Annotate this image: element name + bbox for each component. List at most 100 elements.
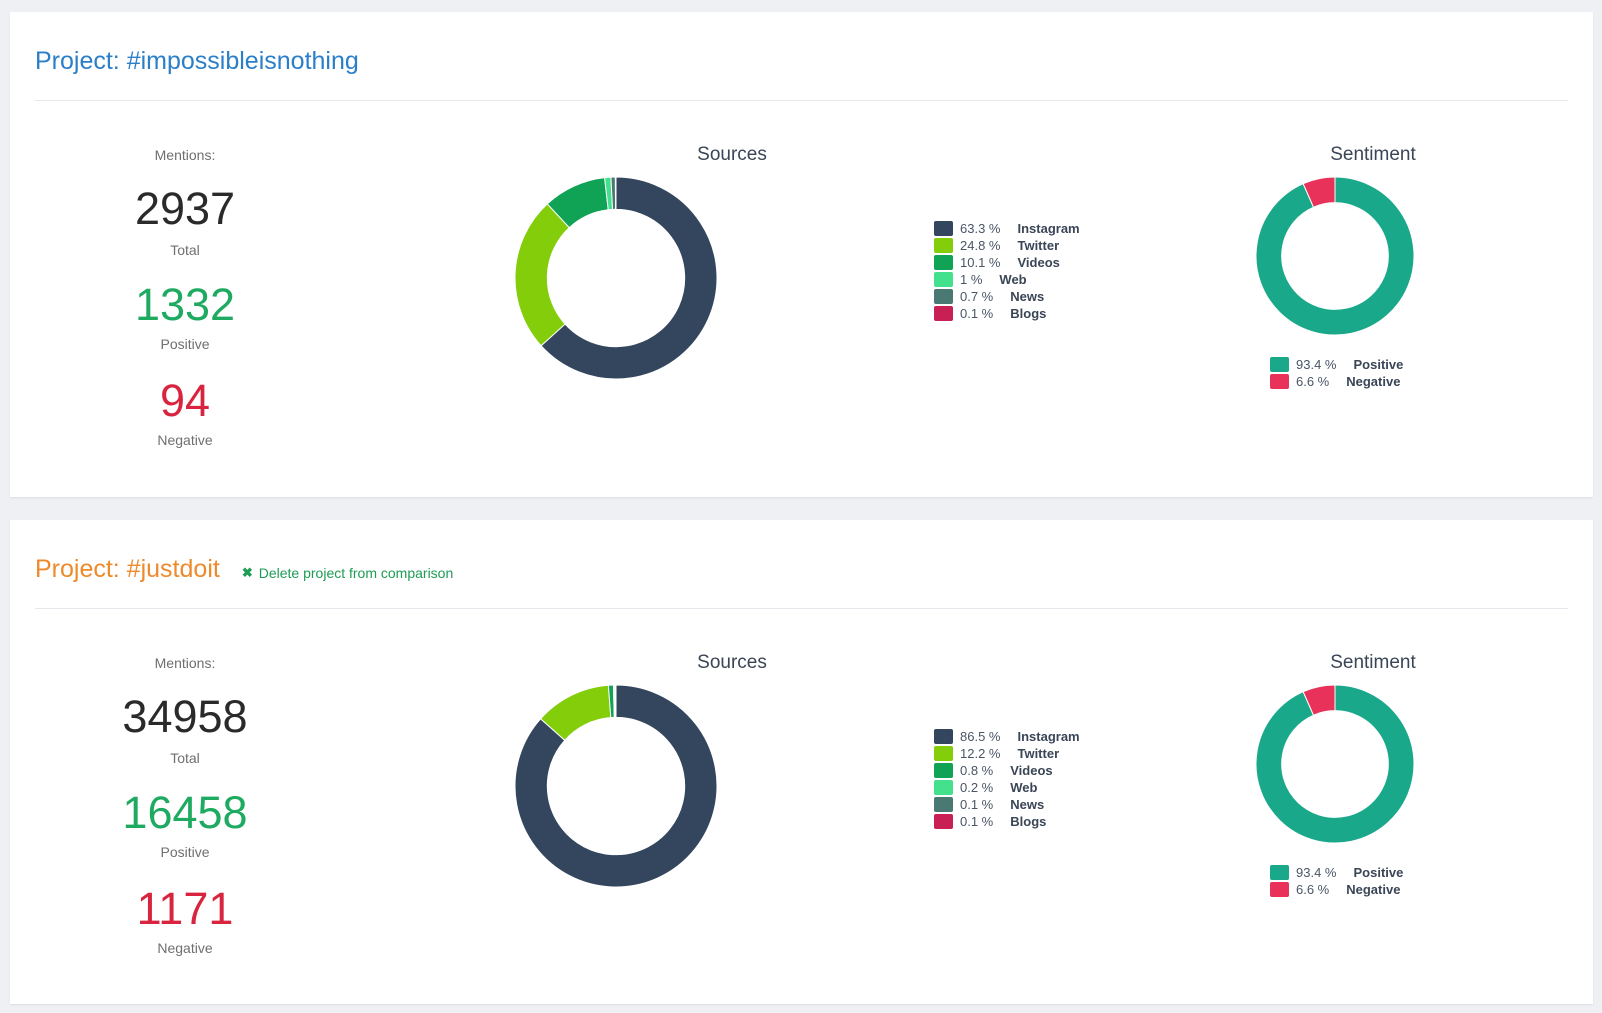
sources-legend: 63.3 % Instagram 24.8 % Twitter 10.1 % Videos… (934, 220, 1080, 322)
legend-percent: 0.1 % (960, 814, 994, 829)
legend-percent: 6.6 % (1296, 374, 1330, 389)
total-label: Total (170, 750, 200, 766)
donut-slice-twitter[interactable] (514, 203, 571, 347)
sentiment-donut-chart[interactable] (1255, 684, 1415, 844)
sentiment-chart-title: Sentiment (1330, 144, 1416, 165)
sources-chart-title: Sources (697, 652, 767, 673)
divider (35, 100, 1568, 101)
legend-swatch (934, 255, 953, 270)
close-icon: ✖ (241, 565, 253, 580)
legend-item-positive[interactable]: 93.4 % Positive (1270, 864, 1403, 881)
legend-item-twitter[interactable]: 24.8 % Twitter (934, 237, 1080, 254)
legend-swatch (934, 797, 953, 812)
legend-percent: 0.8 % (960, 763, 994, 778)
legend-percent: 93.4 % (1296, 357, 1337, 372)
donut-slice-instagram[interactable] (540, 176, 718, 380)
sources-legend: 86.5 % Instagram 12.2 % Twitter 0.8 % Videos 0… (934, 728, 1080, 830)
legend-label: Web (1010, 780, 1038, 795)
legend-swatch (934, 746, 953, 761)
donut-slice-blogs[interactable] (614, 176, 617, 210)
positive-label: Positive (160, 336, 210, 352)
legend-percent: 0.2 % (960, 780, 994, 795)
legend-item-negative[interactable]: 6.6 % Negative (1270, 373, 1403, 390)
legend-label: Negative (1346, 882, 1401, 897)
legend-label: Instagram (1017, 729, 1080, 744)
legend-swatch (1270, 865, 1289, 880)
legend-item-blogs[interactable]: 0.1 % Blogs (934, 305, 1080, 322)
positive-count: 16458 (122, 787, 248, 838)
legend-item-videos[interactable]: 0.8 % Videos (934, 762, 1080, 779)
donut-slice-blogs[interactable] (614, 684, 617, 718)
delete-project-label: Delete project from comparison (258, 564, 454, 581)
donut-slice-negative[interactable] (1302, 176, 1336, 208)
legend-item-news[interactable]: 0.1 % News (934, 796, 1080, 813)
legend-item-blogs[interactable]: 0.1 % Blogs (934, 813, 1080, 830)
delete-project-link[interactable]: ✖ Delete project from comparison (242, 565, 453, 581)
sources-donut-chart[interactable] (514, 176, 718, 380)
legend-item-web[interactable]: 0.2 % Web (934, 779, 1080, 796)
legend-percent: 10.1 % (960, 255, 1001, 270)
legend-label: Negative (1346, 374, 1401, 389)
negative-count: 94 (159, 375, 211, 426)
legend-swatch (1270, 882, 1289, 897)
legend-label: Blogs (1010, 814, 1047, 829)
divider (35, 608, 1568, 609)
legend-percent: 0.1 % (960, 797, 994, 812)
legend-percent: 86.5 % (960, 729, 1001, 744)
legend-swatch (934, 306, 953, 321)
negative-label: Negative (157, 940, 213, 956)
legend-item-web[interactable]: 1 % Web (934, 271, 1080, 288)
legend-swatch (1270, 374, 1289, 389)
legend-percent: 1 % (960, 272, 983, 287)
legend-swatch (934, 221, 953, 236)
legend-swatch (934, 729, 953, 744)
legend-label: News (1010, 289, 1045, 304)
donut-slice-positive[interactable] (1255, 684, 1415, 844)
project-title[interactable]: Project: #justdoit (35, 555, 220, 583)
legend-swatch (934, 238, 953, 253)
positive-label: Positive (160, 844, 210, 860)
sentiment-legend: 93.4 % Positive 6.6 % Negative (1270, 356, 1403, 390)
legend-label: Twitter (1017, 238, 1060, 253)
positive-count: 1332 (134, 279, 236, 330)
legend-label: News (1010, 797, 1045, 812)
legend-percent: 24.8 % (960, 238, 1001, 253)
sources-donut-chart[interactable] (514, 684, 718, 888)
legend-item-positive[interactable]: 93.4 % Positive (1270, 356, 1403, 373)
legend-swatch (934, 814, 953, 829)
legend-item-videos[interactable]: 10.1 % Videos (934, 254, 1080, 271)
sentiment-legend: 93.4 % Positive 6.6 % Negative (1270, 864, 1403, 898)
legend-label: Twitter (1017, 746, 1060, 761)
legend-label: Instagram (1017, 221, 1080, 236)
legend-percent: 0.1 % (960, 306, 994, 321)
legend-item-instagram[interactable]: 63.3 % Instagram (934, 220, 1080, 237)
mentions-label: Mentions: (154, 147, 216, 163)
legend-swatch (934, 272, 953, 287)
project-title[interactable]: Project: #impossibleisnothing (35, 47, 359, 75)
legend-label: Videos (1010, 763, 1053, 778)
legend-label: Web (999, 272, 1027, 287)
donut-slice-positive[interactable] (1255, 176, 1415, 336)
legend-label: Positive (1353, 865, 1404, 880)
sources-chart-title: Sources (697, 144, 767, 165)
legend-item-twitter[interactable]: 12.2 % Twitter (934, 745, 1080, 762)
legend-swatch (934, 780, 953, 795)
donut-slice-instagram[interactable] (514, 684, 718, 888)
sentiment-chart-title: Sentiment (1330, 652, 1416, 673)
sentiment-donut-chart[interactable] (1255, 176, 1415, 336)
project-card: Project: #impossibleisnothing Mentions: … (10, 12, 1593, 497)
legend-item-news[interactable]: 0.7 % News (934, 288, 1080, 305)
legend-label: Videos (1017, 255, 1060, 270)
legend-swatch (934, 289, 953, 304)
donut-slice-negative[interactable] (1302, 684, 1336, 716)
negative-count: 1171 (136, 883, 234, 934)
legend-percent: 0.7 % (960, 289, 994, 304)
legend-percent: 12.2 % (960, 746, 1001, 761)
legend-label: Positive (1353, 357, 1404, 372)
legend-item-negative[interactable]: 6.6 % Negative (1270, 881, 1403, 898)
legend-swatch (934, 763, 953, 778)
legend-percent: 93.4 % (1296, 865, 1337, 880)
legend-percent: 63.3 % (960, 221, 1001, 236)
total-count: 34958 (122, 691, 248, 742)
legend-item-instagram[interactable]: 86.5 % Instagram (934, 728, 1080, 745)
